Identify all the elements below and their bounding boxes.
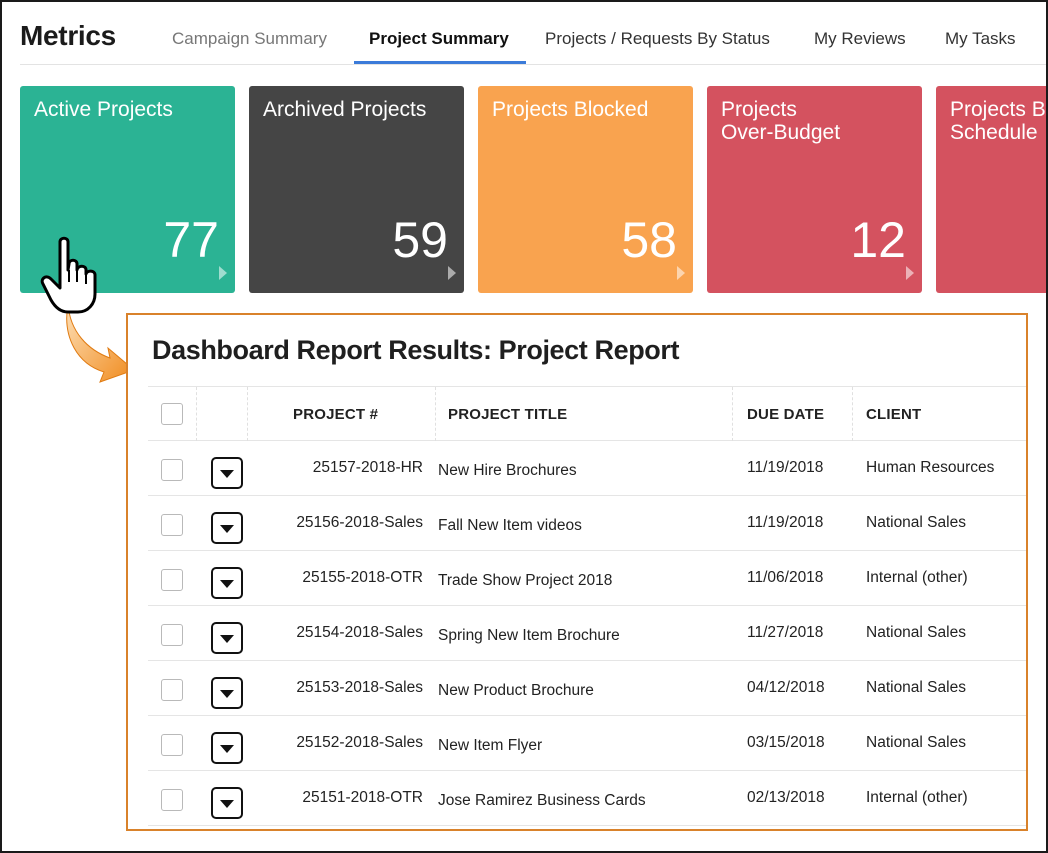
project-title: New Item Flyer — [438, 737, 543, 754]
row-checkbox[interactable] — [161, 789, 183, 811]
row-menu-button[interactable] — [211, 787, 243, 819]
project-number: 25154-2018-Sales — [296, 624, 423, 641]
due-date: 11/19/2018 — [747, 514, 824, 531]
client: Internal (other) — [866, 569, 968, 586]
due-date: 11/27/2018 — [747, 624, 824, 641]
tab-campaign-summary[interactable]: Campaign Summary — [172, 29, 327, 48]
tile-label: Projects B Schedule — [950, 98, 1046, 144]
tile-label: Projects Blocked — [492, 98, 649, 121]
due-date: 02/13/2018 — [747, 789, 825, 806]
tile-label: Projects Over-Budget — [721, 98, 841, 144]
client: National Sales — [866, 624, 966, 641]
row-menu-button[interactable] — [211, 622, 243, 654]
table-row[interactable]: 25156-2018-Sales Fall New Item videos 11… — [148, 496, 1026, 551]
row-menu-button[interactable] — [211, 567, 243, 599]
tab-bar: Campaign Summary Project Summary Project… — [2, 24, 1046, 64]
column-separator — [732, 387, 733, 441]
row-checkbox[interactable] — [161, 569, 183, 591]
project-number: 25151-2018-OTR — [302, 789, 423, 806]
report-title: Dashboard Report Results: Project Report — [152, 335, 680, 365]
report-table: PROJECT # PROJECT TITLE DUE DATE CLIENT … — [148, 386, 1026, 826]
tile-label: Active Projects — [34, 98, 173, 121]
table-row[interactable]: 25157-2018-HR New Hire Brochures 11/19/2… — [148, 441, 1026, 496]
column-separator — [247, 387, 248, 441]
tile-arrow-icon — [677, 266, 685, 280]
row-menu-button[interactable] — [211, 457, 243, 489]
row-menu-button[interactable] — [211, 512, 243, 544]
tab-my-reviews[interactable]: My Reviews — [814, 29, 906, 48]
row-checkbox[interactable] — [161, 679, 183, 701]
row-checkbox[interactable] — [161, 459, 183, 481]
due-date: 11/19/2018 — [747, 459, 824, 476]
project-title: Spring New Item Brochure — [438, 627, 620, 644]
tile-value: 77 — [163, 212, 219, 268]
tile-active-projects[interactable]: Active Projects 77 — [20, 86, 235, 293]
client: Human Resources — [866, 459, 995, 476]
tab-projects-requests-by-status[interactable]: Projects / Requests By Status — [545, 29, 770, 48]
tile-arrow-icon — [906, 266, 914, 280]
select-all-checkbox[interactable] — [161, 403, 183, 425]
project-number: 25157-2018-HR — [312, 459, 423, 476]
table-row[interactable]: 25155-2018-OTR Trade Show Project 2018 1… — [148, 551, 1026, 606]
tile-value: 59 — [392, 212, 448, 268]
column-separator — [852, 387, 853, 441]
project-title: New Hire Brochures — [438, 462, 577, 479]
column-separator — [196, 387, 197, 441]
client: National Sales — [866, 679, 966, 696]
table-row[interactable]: 25154-2018-Sales Spring New Item Brochur… — [148, 606, 1026, 661]
report-panel: Dashboard Report Results: Project Report… — [126, 313, 1028, 831]
column-header-client[interactable]: CLIENT — [866, 406, 922, 423]
table-row[interactable]: 25151-2018-OTR Jose Ramirez Business Car… — [148, 771, 1026, 826]
hand-pointer-icon — [40, 236, 97, 314]
project-number: 25156-2018-Sales — [296, 514, 423, 531]
column-header-project-title[interactable]: PROJECT TITLE — [448, 406, 568, 423]
tile-value: 58 — [621, 212, 677, 268]
row-checkbox[interactable] — [161, 734, 183, 756]
tab-project-summary[interactable]: Project Summary — [369, 29, 509, 48]
tile-projects-over-budget[interactable]: Projects Over-Budget 12 — [707, 86, 922, 293]
due-date: 11/06/2018 — [747, 569, 824, 586]
due-date: 03/15/2018 — [747, 734, 825, 751]
tile-archived-projects[interactable]: Archived Projects 59 — [249, 86, 464, 293]
tile-arrow-icon — [448, 266, 456, 280]
page-title: Metrics — [20, 20, 116, 51]
client: National Sales — [866, 734, 966, 751]
due-date: 04/12/2018 — [747, 679, 825, 696]
tile-arrow-icon — [219, 266, 227, 280]
tab-my-tasks[interactable]: My Tasks — [945, 29, 1016, 48]
project-title: Trade Show Project 2018 — [438, 572, 613, 589]
column-header-project-number[interactable]: PROJECT # — [293, 406, 379, 423]
tile-projects-behind-schedule[interactable]: Projects B Schedule — [936, 86, 1046, 293]
curved-arrow-icon — [66, 303, 135, 383]
row-checkbox[interactable] — [161, 624, 183, 646]
client: National Sales — [866, 514, 966, 531]
client: Internal (other) — [866, 789, 968, 806]
column-separator — [435, 387, 436, 441]
project-title: Jose Ramirez Business Cards — [438, 792, 646, 809]
active-tab-indicator — [354, 61, 526, 64]
row-menu-button[interactable] — [211, 677, 243, 709]
tile-projects-blocked[interactable]: Projects Blocked 58 — [478, 86, 693, 293]
project-title: New Product Brochure — [438, 682, 594, 699]
table-row[interactable]: 25152-2018-Sales New Item Flyer 03/15/20… — [148, 716, 1026, 771]
table-header: PROJECT # PROJECT TITLE DUE DATE CLIENT — [148, 386, 1026, 441]
tile-label: Archived Projects — [263, 98, 427, 121]
column-header-due-date[interactable]: DUE DATE — [747, 406, 825, 423]
project-number: 25152-2018-Sales — [296, 734, 423, 751]
project-title: Fall New Item videos — [438, 517, 582, 534]
row-menu-button[interactable] — [211, 732, 243, 764]
row-checkbox[interactable] — [161, 514, 183, 536]
table-row[interactable]: 25153-2018-Sales New Product Brochure 04… — [148, 661, 1026, 716]
project-number: 25153-2018-Sales — [296, 679, 423, 696]
tile-value: 12 — [850, 212, 906, 268]
project-number: 25155-2018-OTR — [302, 569, 423, 586]
tab-divider — [20, 64, 1046, 65]
